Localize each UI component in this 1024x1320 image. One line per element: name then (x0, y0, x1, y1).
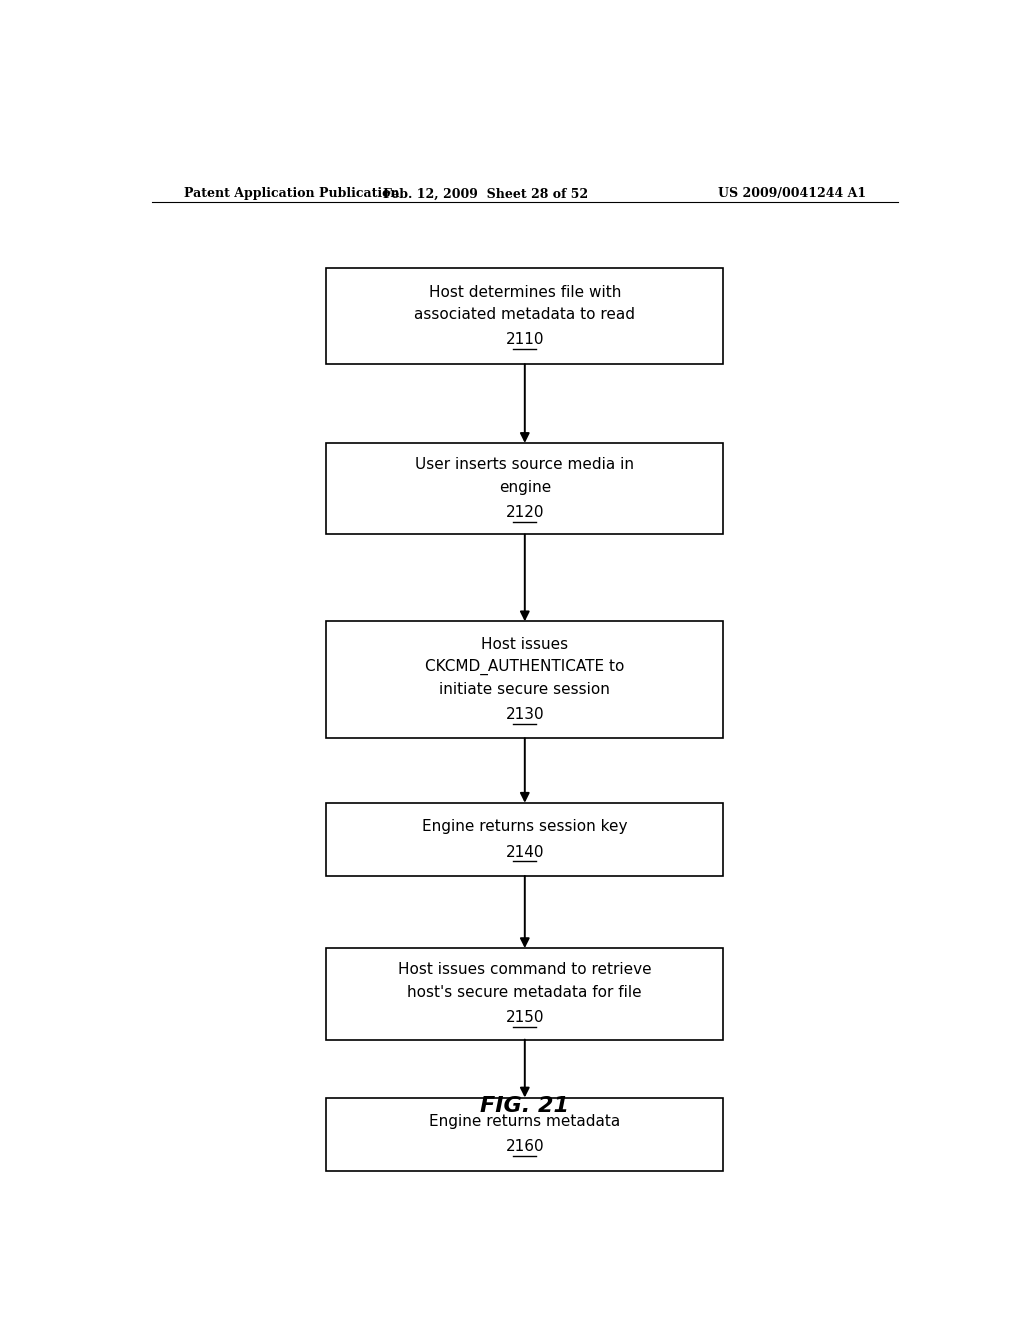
FancyBboxPatch shape (327, 1097, 723, 1171)
Text: 2150: 2150 (506, 1010, 544, 1026)
Text: 2130: 2130 (506, 708, 544, 722)
FancyBboxPatch shape (327, 622, 723, 738)
Text: associated metadata to read: associated metadata to read (415, 308, 635, 322)
Text: US 2009/0041244 A1: US 2009/0041244 A1 (718, 187, 866, 201)
Text: Host determines file with: Host determines file with (429, 285, 621, 300)
Text: 2140: 2140 (506, 845, 544, 859)
Text: initiate secure session: initiate secure session (439, 682, 610, 697)
Text: 2110: 2110 (506, 333, 544, 347)
Text: Patent Application Publication: Patent Application Publication (183, 187, 399, 201)
Text: Engine returns metadata: Engine returns metadata (429, 1114, 621, 1129)
Text: Host issues command to retrieve: Host issues command to retrieve (398, 962, 651, 978)
Text: 2120: 2120 (506, 506, 544, 520)
FancyBboxPatch shape (327, 268, 723, 364)
Text: engine: engine (499, 479, 551, 495)
FancyBboxPatch shape (327, 948, 723, 1040)
FancyBboxPatch shape (327, 803, 723, 876)
Text: User inserts source media in: User inserts source media in (416, 457, 634, 473)
Text: FIG. 21: FIG. 21 (480, 1096, 569, 1115)
Text: Host issues: Host issues (481, 638, 568, 652)
Text: 2160: 2160 (506, 1139, 544, 1155)
Text: Engine returns session key: Engine returns session key (422, 820, 628, 834)
Text: host's secure metadata for file: host's secure metadata for file (408, 985, 642, 999)
Text: CKCMD_AUTHENTICATE to: CKCMD_AUTHENTICATE to (425, 659, 625, 676)
FancyBboxPatch shape (327, 444, 723, 535)
Text: Feb. 12, 2009  Sheet 28 of 52: Feb. 12, 2009 Sheet 28 of 52 (383, 187, 588, 201)
